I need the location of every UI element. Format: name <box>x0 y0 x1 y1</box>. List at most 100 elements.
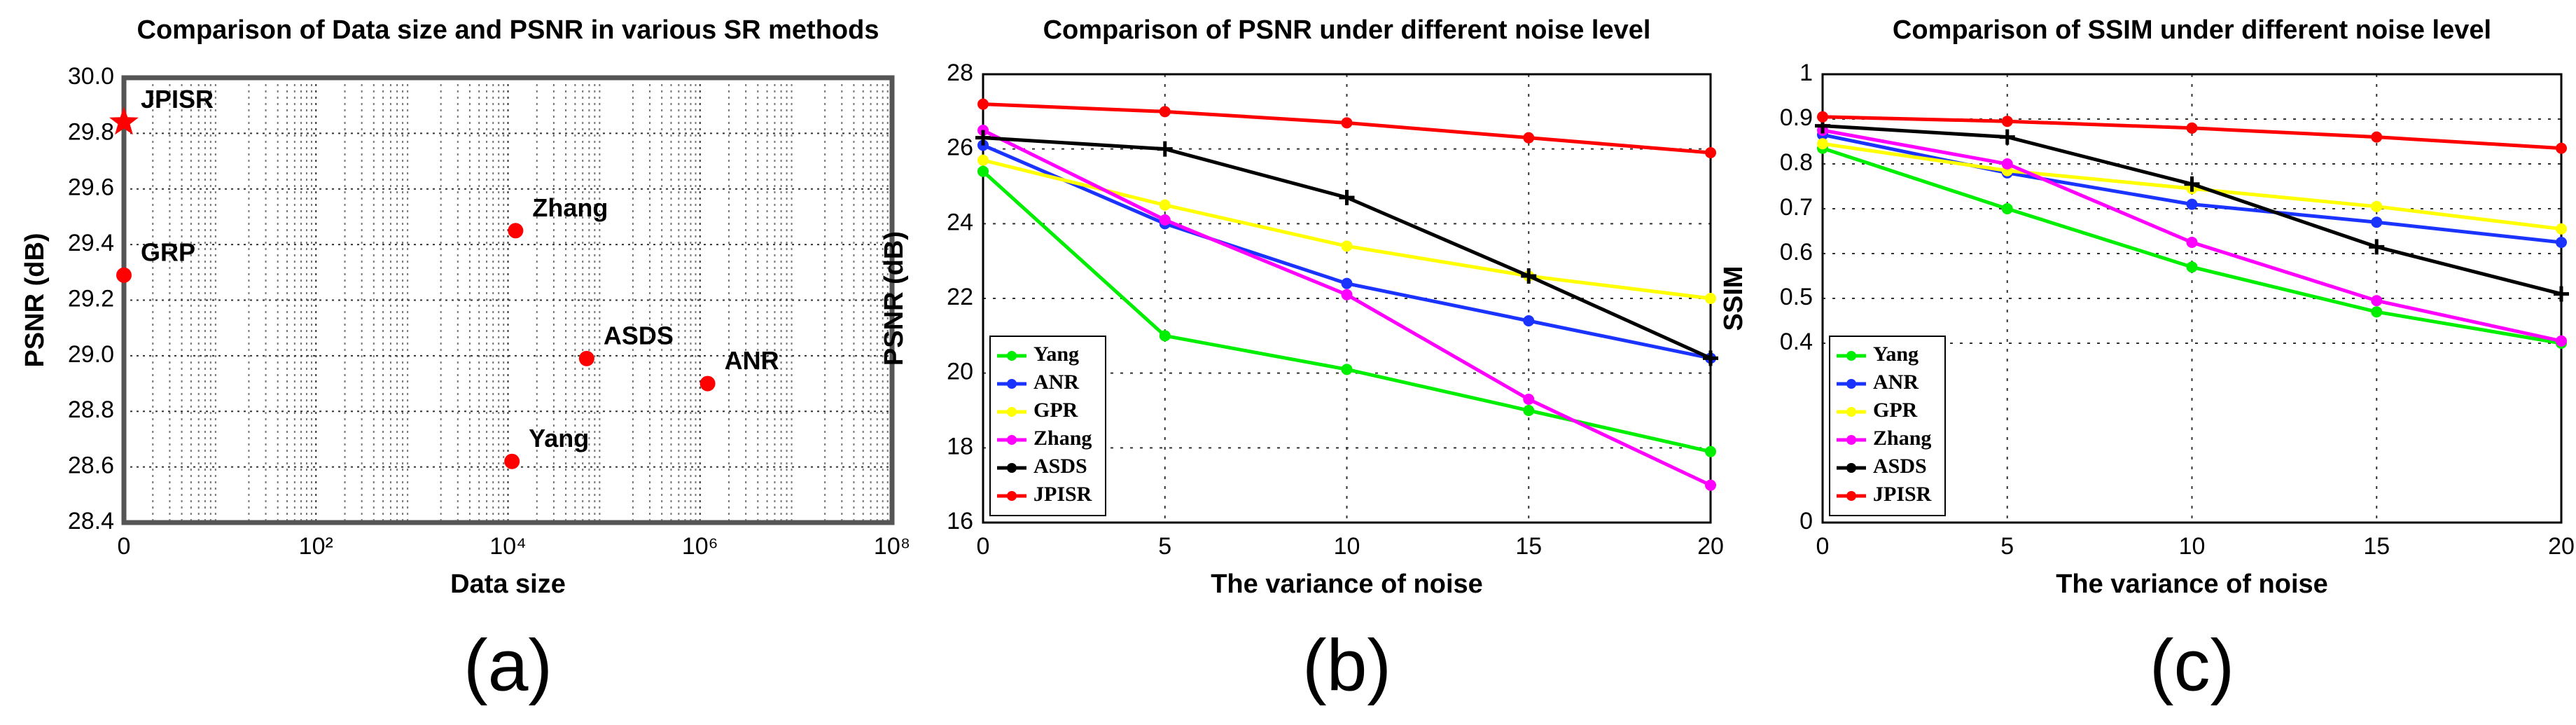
caption: (a) <box>464 625 552 706</box>
legend-marker <box>1846 435 1856 445</box>
point-label: GRP <box>141 237 195 266</box>
legend-label: Zhang <box>1033 427 1092 450</box>
y-tick-label: 0.6 <box>1780 239 1813 265</box>
legend-label: GPR <box>1873 399 1918 422</box>
legend-marker <box>1846 491 1856 501</box>
marker <box>1703 350 1718 366</box>
point-label: ASDS <box>604 321 674 350</box>
x-axis-label: The variance of noise <box>2056 569 2328 599</box>
point <box>508 223 524 239</box>
point <box>109 106 139 135</box>
marker <box>1705 479 1716 491</box>
caption: (b) <box>1302 625 1391 706</box>
legend-marker <box>1007 491 1017 501</box>
plot-frame <box>121 75 895 525</box>
marker <box>977 154 989 166</box>
y-tick-label: 28.4 <box>68 508 114 534</box>
legend-label: GPR <box>1033 399 1078 422</box>
y-tick-label: 24 <box>947 209 973 235</box>
marker <box>2001 116 2013 127</box>
x-tick-label: 20 <box>2548 533 2575 560</box>
marker <box>1157 141 1173 157</box>
marker <box>2371 200 2383 212</box>
marker <box>975 130 991 146</box>
legend-label: ASDS <box>1873 455 1927 478</box>
marker <box>2556 223 2567 235</box>
y-tick-label: 0 <box>1799 508 1813 534</box>
marker <box>2554 286 2569 302</box>
legend-box <box>989 336 1106 516</box>
series-line <box>982 158 1711 301</box>
x-tick-label: 10² <box>299 533 333 560</box>
marker <box>1523 394 1535 405</box>
marker <box>2186 261 2198 273</box>
legend-label: ASDS <box>1033 455 1087 478</box>
legend-marker <box>1846 407 1856 417</box>
marker <box>1521 268 1537 284</box>
y-tick-label: 18 <box>947 433 973 460</box>
marker <box>1817 138 1828 150</box>
legend-marker <box>1846 379 1856 389</box>
point <box>578 350 594 366</box>
marker <box>2371 216 2383 228</box>
caption: (c) <box>2150 625 2234 706</box>
y-axis-label: PSNR (dB) <box>879 231 909 366</box>
legend-label: ANR <box>1033 371 1079 394</box>
y-tick-label: 1 <box>1799 60 1813 86</box>
marker <box>2556 335 2567 347</box>
marker <box>1159 330 1171 342</box>
legend-marker <box>1007 435 1017 445</box>
marker <box>1341 289 1353 301</box>
x-tick-label: 20 <box>1697 533 1724 560</box>
marker <box>2001 158 2013 170</box>
y-tick-label: 28 <box>947 60 973 86</box>
chart: Comparison of SSIM under different noise… <box>1719 15 2575 706</box>
marker <box>1999 129 2015 145</box>
marker <box>1705 446 1716 457</box>
y-tick-label: 28.6 <box>68 453 114 479</box>
x-tick-label: 10⁴ <box>489 533 526 560</box>
legend-marker <box>1007 407 1017 417</box>
y-axis-label: PSNR (dB) <box>20 233 50 367</box>
chart: Comparison of Data size and PSNR in vari… <box>20 15 910 706</box>
x-tick-label: 10⁸ <box>874 533 910 560</box>
legend-marker <box>1007 463 1017 473</box>
marker <box>2186 122 2198 134</box>
x-tick-label: 0 <box>118 533 131 560</box>
y-tick-label: 29.2 <box>68 285 114 312</box>
x-axis-label: The variance of noise <box>1211 569 1483 599</box>
marker <box>2371 306 2383 318</box>
legend-marker <box>1846 351 1856 361</box>
y-tick-label: 0.8 <box>1780 149 1813 176</box>
point-label: ANR <box>725 346 779 375</box>
legend-marker <box>1007 379 1017 389</box>
marker <box>2371 131 2383 143</box>
legend-label: Zhang <box>1873 427 1931 450</box>
y-tick-label: 30.0 <box>68 63 114 90</box>
marker <box>1159 106 1171 118</box>
x-tick-label: 15 <box>1515 533 1542 560</box>
legend-label: JPISR <box>1873 483 1932 506</box>
y-tick-label: 26 <box>947 134 973 161</box>
point <box>116 267 132 283</box>
marker <box>2001 203 2013 214</box>
y-tick-label: 29.8 <box>68 118 114 145</box>
x-tick-label: 10 <box>2179 533 2206 560</box>
legend-box <box>1829 336 1946 516</box>
marker <box>2184 176 2200 192</box>
marker <box>1523 405 1535 416</box>
marker <box>1705 147 1716 158</box>
chart-title: Comparison of Data size and PSNR in vari… <box>137 15 879 45</box>
marker <box>1705 293 1716 304</box>
marker <box>1159 199 1171 211</box>
marker <box>2371 295 2383 307</box>
marker <box>977 98 989 110</box>
y-tick-label: 0.7 <box>1780 194 1813 221</box>
marker <box>1341 277 1353 289</box>
marker <box>1341 240 1353 252</box>
marker <box>1523 315 1535 326</box>
legend-marker <box>1846 463 1856 473</box>
x-tick-label: 10⁶ <box>682 533 718 560</box>
marker <box>1523 132 1535 144</box>
